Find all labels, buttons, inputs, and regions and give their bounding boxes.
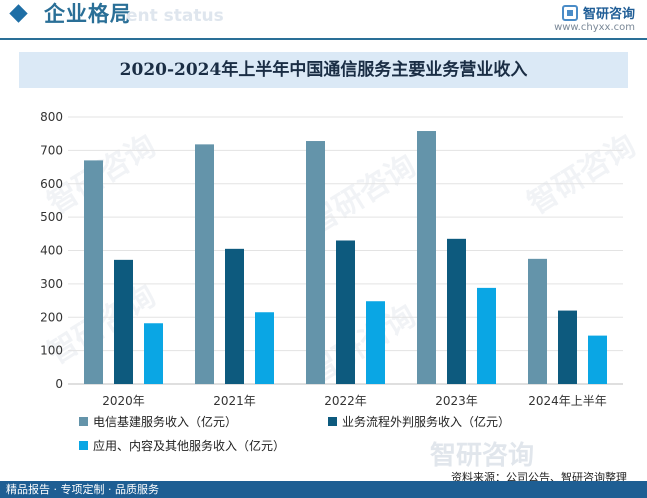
y-tick-label: 800 <box>40 110 63 124</box>
brand-logo-icon <box>561 4 578 21</box>
x-tick-label: 2021年 <box>213 394 256 408</box>
legend-item-series-1: 电信基建服务收入（亿元） <box>79 414 237 430</box>
header-divider <box>0 38 647 40</box>
y-tick-label: 300 <box>40 277 63 291</box>
legend-swatch-2 <box>328 417 337 426</box>
bar <box>255 312 274 384</box>
bar <box>225 248 244 384</box>
bar <box>528 258 547 384</box>
header-bar: 企业格局 ent status 智研咨询 www.chyxx.com <box>0 0 647 40</box>
bar <box>336 240 355 384</box>
bar <box>84 160 103 384</box>
bar <box>447 238 466 384</box>
x-axis-ticks: 2020年 2021年 2022年 2023年 2024年上半年 <box>102 394 607 408</box>
legend-label-2: 业务流程外判服务收入（亿元） <box>342 415 511 429</box>
y-tick-label: 500 <box>40 210 63 224</box>
footer-bar: 精品报告 · 专项定制 · 品质服务 <box>0 481 647 498</box>
chart-title-band: 2020-2024年上半年中国通信服务主要业务营业收入 <box>19 52 628 88</box>
bar <box>195 144 214 384</box>
x-tick-label: 2024年上半年 <box>528 394 607 408</box>
bar <box>417 131 436 384</box>
brand-url: www.chyxx.com <box>554 22 635 33</box>
y-tick-label: 600 <box>40 177 63 191</box>
legend-label-1: 电信基建服务收入（亿元） <box>93 415 238 429</box>
y-tick-label: 100 <box>40 344 63 358</box>
y-tick-label: 700 <box>40 143 63 157</box>
legend-swatch-1 <box>79 417 88 426</box>
legend-item-series-2: 业务流程外判服务收入（亿元） <box>328 414 510 430</box>
bar <box>114 259 133 384</box>
bar <box>306 141 325 384</box>
legend-label-3: 应用、内容及其他服务收入（亿元） <box>93 439 286 453</box>
footer-slogan: 精品报告 · 专项定制 · 品质服务 <box>6 483 159 496</box>
bar <box>588 335 607 384</box>
section-title: 企业格局 <box>44 2 132 26</box>
bar <box>144 323 163 384</box>
bar <box>477 287 496 384</box>
chart-title: 2020-2024年上半年中国通信服务主要业务营业收入 <box>119 60 528 80</box>
brand-name: 智研咨询 <box>582 7 635 22</box>
brand: 智研咨询 www.chyxx.com <box>554 2 635 33</box>
y-tick-label: 0 <box>55 377 63 391</box>
source-note: 资料来源：公司公告、智研咨询整理 <box>451 471 627 484</box>
legend-swatch-3 <box>79 441 88 450</box>
x-tick-label: 2020年 <box>102 394 145 408</box>
y-axis-ticks: 0 100 200 300 400 500 600 700 800 <box>40 110 63 391</box>
x-tick-label: 2023年 <box>435 394 478 408</box>
y-tick-label: 200 <box>40 310 63 324</box>
bar <box>558 310 577 384</box>
section-subtitle: ent status <box>126 6 224 26</box>
legend-item-series-3: 应用、内容及其他服务收入（亿元） <box>79 438 285 454</box>
y-tick-label: 400 <box>40 244 63 258</box>
bar <box>366 301 385 384</box>
x-tick-label: 2022年 <box>324 394 367 408</box>
bars <box>84 131 607 384</box>
